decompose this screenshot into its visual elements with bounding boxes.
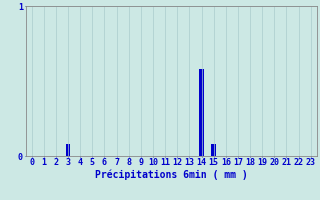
Bar [199, 69, 204, 156]
Bar [66, 144, 70, 156]
X-axis label: Précipitations 6min ( mm ): Précipitations 6min ( mm ) [95, 170, 248, 180]
Bar [211, 144, 216, 156]
